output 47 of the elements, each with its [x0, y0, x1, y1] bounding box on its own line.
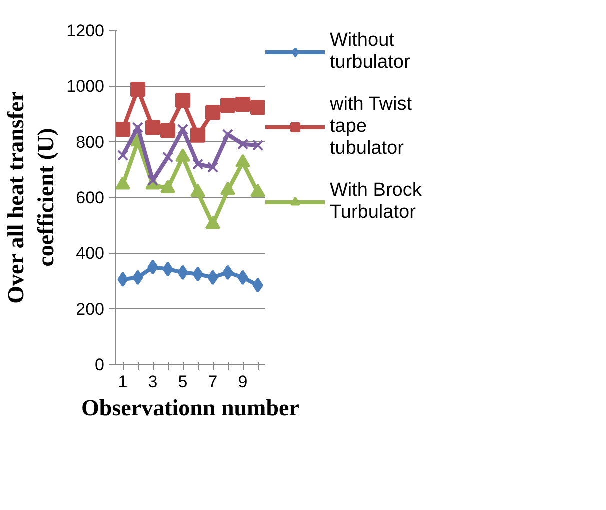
- point: [130, 82, 146, 98]
- x-tick-label: 1: [118, 372, 128, 392]
- x-axis-title: Observationn number: [82, 396, 300, 420]
- point: [208, 270, 218, 286]
- legend-label: with Twist tape tubulator: [330, 94, 412, 160]
- point: [132, 270, 144, 286]
- y-tick-label: 1200: [66, 22, 105, 40]
- x-tick-label: 5: [178, 372, 188, 392]
- y-tick-label: 800: [76, 132, 105, 152]
- y-tick-label: 400: [76, 244, 105, 264]
- y-tick-label: 1000: [66, 77, 105, 96]
- point: [147, 174, 159, 186]
- point: [162, 262, 174, 277]
- point: [190, 128, 206, 143]
- point: [146, 120, 160, 136]
- y-tick-label: 600: [76, 188, 105, 208]
- point: [252, 278, 264, 293]
- point: [192, 158, 204, 170]
- x-tick-label: 9: [238, 372, 248, 392]
- point: [206, 105, 220, 120]
- point: [117, 150, 129, 162]
- point: [148, 260, 158, 275]
- point: [220, 98, 236, 114]
- point: [238, 270, 248, 286]
- point: [222, 129, 234, 140]
- y-tick-label: 200: [76, 300, 105, 319]
- x-tick-label: 7: [208, 372, 218, 392]
- y-tick-label: 0: [95, 356, 105, 374]
- point: [177, 124, 189, 136]
- x-tick-label: 3: [148, 372, 158, 392]
- point: [192, 266, 204, 282]
- point: [160, 123, 176, 138]
- legend-label: Without turbulator: [330, 30, 410, 74]
- legend-label: With Brock Turbulator: [330, 180, 422, 224]
- point: [222, 265, 234, 280]
- point: [252, 140, 264, 152]
- point: [132, 122, 144, 134]
- point: [236, 97, 250, 112]
- y-axis-title: Over all heat transfer coefficient (U): [4, 92, 59, 304]
- point: [178, 265, 188, 280]
- point: [176, 93, 190, 108]
- point: [162, 152, 174, 164]
- point: [207, 162, 219, 174]
- point: [118, 272, 128, 288]
- point: [250, 100, 266, 116]
- point: [116, 122, 130, 138]
- point: [237, 138, 249, 150]
